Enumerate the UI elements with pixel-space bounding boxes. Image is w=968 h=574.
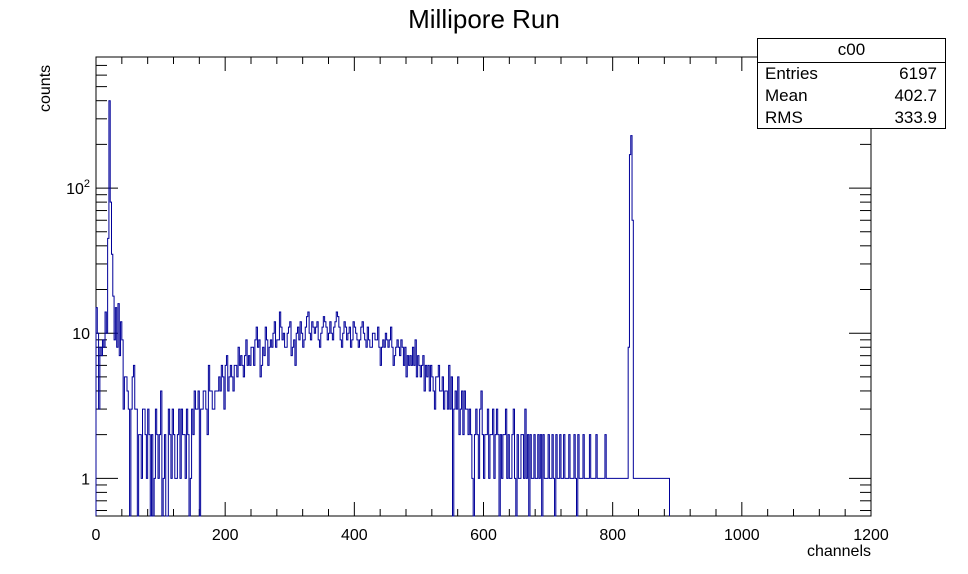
y-tick-label: 1 — [81, 471, 90, 488]
stats-title: c00 — [758, 39, 945, 63]
x-axis-label: channels — [807, 543, 871, 560]
x-tick-label: 400 — [341, 527, 368, 544]
x-tick-label: 1200 — [853, 527, 889, 544]
x-tick-label: 1000 — [724, 527, 760, 544]
y-tick-label: 10 — [72, 326, 90, 343]
stats-row-rms: RMS 333.9 — [758, 107, 945, 129]
x-tick-label: 600 — [470, 527, 497, 544]
x-tick-label: 800 — [599, 527, 626, 544]
stats-value: 402.7 — [894, 86, 937, 105]
y-tick-label: 102 — [66, 178, 90, 198]
histogram-series — [95, 100, 670, 517]
stats-label: Mean — [765, 86, 808, 105]
stats-value: 333.9 — [894, 108, 937, 127]
chart-title: Millipore Run — [408, 4, 560, 34]
y-axis-label: counts — [37, 65, 54, 112]
stats-label: RMS — [765, 108, 803, 127]
stats-row-mean: Mean 402.7 — [758, 85, 945, 107]
stats-box: c00 Entries 6197 Mean 402.7 RMS 333.9 — [757, 38, 946, 129]
x-tick-label: 0 — [92, 527, 101, 544]
stats-row-entries: Entries 6197 — [758, 63, 945, 85]
stats-value: 6197 — [899, 64, 937, 83]
stats-label: Entries — [765, 64, 818, 83]
x-tick-label: 200 — [212, 527, 239, 544]
